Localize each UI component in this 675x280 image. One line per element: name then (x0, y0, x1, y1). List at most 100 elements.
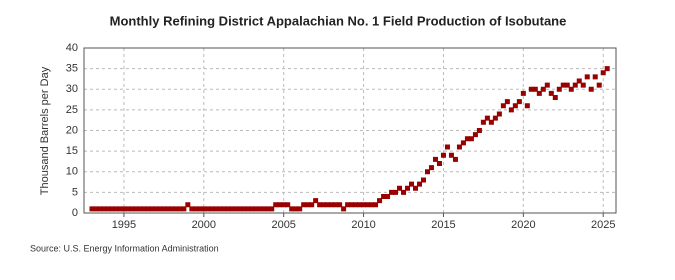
data-point (544, 82, 550, 88)
data-point (385, 194, 391, 199)
data-point (548, 90, 554, 96)
data-point (349, 202, 355, 208)
data-point (249, 206, 255, 212)
data-point (281, 202, 287, 208)
data-point (369, 202, 375, 208)
data-point (261, 206, 267, 212)
data-point (468, 136, 474, 142)
x-tick-label: 2020 (511, 219, 535, 231)
data-point (197, 206, 203, 212)
data-point (321, 202, 327, 208)
data-point (361, 202, 367, 208)
data-point (105, 206, 111, 212)
data-point (488, 119, 494, 125)
data-point (325, 202, 331, 208)
data-point (237, 206, 243, 212)
data-point (389, 189, 395, 195)
data-point (165, 206, 171, 212)
data-point (564, 82, 570, 88)
data-point (245, 206, 251, 212)
data-point (133, 206, 139, 212)
data-point (285, 202, 291, 208)
data-point (93, 206, 99, 212)
data-point (528, 86, 534, 92)
data-point (444, 144, 450, 150)
data-point (309, 202, 315, 208)
data-point (560, 82, 566, 88)
data-point (109, 206, 115, 212)
data-point (157, 206, 163, 212)
data-point (189, 206, 195, 212)
data-point (185, 202, 191, 208)
data-point (169, 206, 175, 212)
data-point (205, 206, 211, 212)
data-point (365, 202, 371, 208)
data-point (97, 206, 103, 212)
data-point (508, 107, 514, 113)
data-point (121, 206, 127, 212)
data-point (440, 152, 446, 158)
y-tick-label: 30 (66, 83, 78, 95)
y-tick-label: 25 (66, 104, 78, 116)
data-point (424, 169, 430, 175)
data-point (265, 206, 271, 212)
data-point (409, 181, 415, 187)
data-point (584, 74, 590, 80)
data-point (257, 206, 263, 212)
data-point (516, 99, 522, 105)
data-point (504, 99, 510, 105)
data-point (337, 202, 343, 208)
data-point (604, 66, 610, 72)
data-point (524, 103, 530, 109)
data-point (297, 206, 303, 212)
data-point (373, 202, 379, 208)
data-point (568, 86, 574, 92)
data-point (428, 165, 434, 171)
data-point (289, 206, 295, 212)
data-point (492, 115, 498, 121)
data-point (113, 206, 119, 212)
data-point (329, 202, 335, 208)
data-point (496, 111, 502, 117)
data-point (141, 206, 147, 212)
data-point (181, 206, 187, 212)
data-point (129, 206, 135, 212)
data-point (460, 140, 466, 146)
data-point (536, 90, 542, 96)
data-point (305, 202, 311, 208)
data-point (500, 103, 506, 109)
data-point (452, 156, 458, 162)
data-point (476, 128, 482, 133)
data-point (448, 152, 454, 158)
y-tick-label: 20 (66, 124, 78, 136)
data-point (464, 136, 470, 142)
data-point (125, 206, 131, 212)
data-point (161, 206, 167, 212)
data-point (333, 202, 339, 208)
data-point (341, 206, 347, 212)
data-point (401, 189, 407, 195)
data-point (512, 103, 518, 109)
data-point (381, 194, 387, 199)
data-point (397, 185, 403, 191)
source-note: Source: U.S. Energy Information Administ… (30, 243, 219, 253)
data-point (480, 119, 486, 125)
data-point (221, 206, 227, 212)
x-tick-label: 1995 (112, 219, 136, 231)
data-point (532, 86, 538, 92)
data-point (377, 198, 383, 204)
data-point (432, 156, 438, 162)
data-point (213, 206, 219, 212)
data-point (233, 206, 239, 212)
x-tick-label: 2005 (271, 219, 295, 231)
data-point (416, 181, 422, 187)
data-point (456, 144, 462, 150)
data-point (596, 82, 602, 88)
data-point (117, 206, 123, 212)
data-point (269, 206, 275, 212)
data-point (592, 74, 598, 80)
data-point (405, 185, 411, 191)
chart-title: Monthly Refining District Appalachian No… (110, 13, 567, 28)
data-point (420, 177, 426, 183)
